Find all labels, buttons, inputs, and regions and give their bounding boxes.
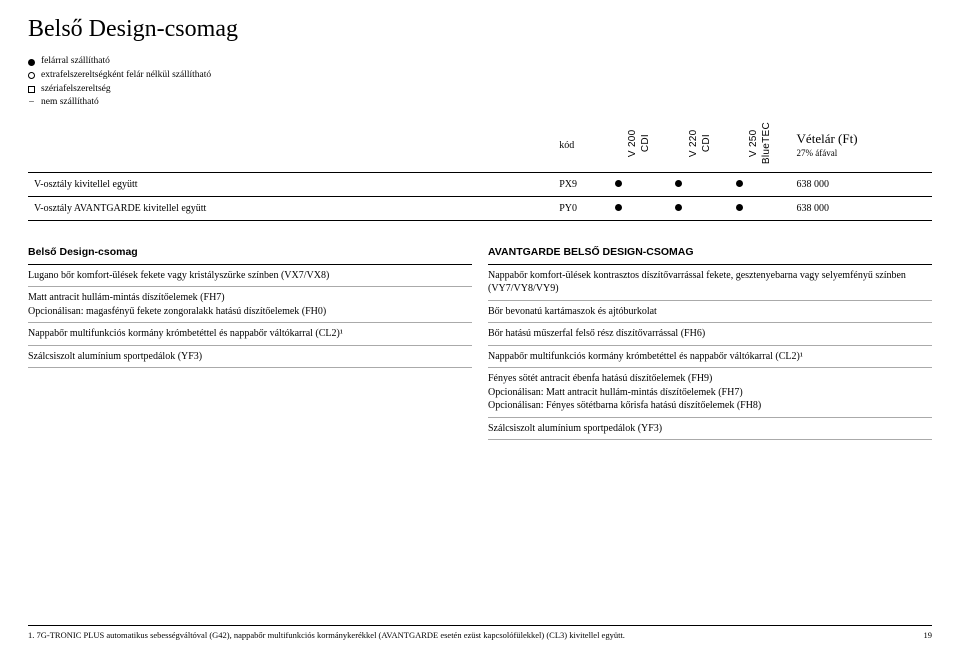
list-item: Nappabőr multifunkciós kormány krómbetét…	[28, 323, 472, 346]
legend-dot-label: felárral szállítható	[41, 55, 110, 69]
th-price: Vételár (Ft) 27% áfával	[791, 118, 932, 173]
dot-icon	[675, 180, 682, 187]
legend-dash-label: nem szállítható	[41, 96, 99, 110]
list-item: Bőr hatású műszerfal felső rész díszítőv…	[488, 323, 932, 346]
options-table: kód V 200 CDI V 220 CDI V 250 BlueTEC Vé…	[28, 118, 932, 221]
list-item: Nappabőr multifunkciós kormány krómbetét…	[488, 346, 932, 369]
dot-icon	[615, 180, 622, 187]
th-kod: kód	[553, 118, 609, 173]
dot-icon	[675, 204, 682, 211]
row-price: 638 000	[791, 197, 932, 221]
th-empty	[28, 118, 553, 173]
row-availability	[609, 197, 670, 221]
row-name: V-osztály AVANTGARDE kivitellel együtt	[28, 197, 553, 221]
row-availability	[669, 197, 730, 221]
page-title: Belső Design-csomag	[28, 14, 932, 45]
right-heading: AVANTGARDE BELSŐ DESIGN-CSOMAG	[488, 245, 932, 264]
row-availability	[609, 173, 670, 197]
footnote: 1. 7G-TRONIC PLUS automatikus sebességvá…	[28, 625, 932, 641]
table-row: V-osztály AVANTGARDE kivitellel együttPY…	[28, 197, 932, 221]
table-row: V-osztály kivitellel együttPX9 638 000	[28, 173, 932, 197]
row-availability	[730, 197, 791, 221]
dot-icon	[736, 204, 743, 211]
th-v250: V 250 BlueTEC	[730, 118, 791, 173]
legend-circle-icon	[28, 72, 35, 79]
right-package: AVANTGARDE BELSŐ DESIGN-CSOMAG Nappabőr …	[488, 245, 932, 440]
list-item: Szálcsiszolt alumínium sportpedálok (YF3…	[28, 346, 472, 369]
list-item: Nappabőr komfort-ülések kontrasztos dísz…	[488, 265, 932, 301]
row-price: 638 000	[791, 173, 932, 197]
dot-icon	[615, 204, 622, 211]
row-availability	[730, 173, 791, 197]
list-item: Fényes sötét antracit ébenfa hatású dísz…	[488, 368, 932, 418]
dot-icon	[736, 180, 743, 187]
legend-dot-icon	[28, 59, 35, 66]
row-name: V-osztály kivitellel együtt	[28, 173, 553, 197]
left-package: Belső Design-csomag Lugano bőr komfort-ü…	[28, 245, 472, 440]
row-kod: PX9	[553, 173, 609, 197]
th-v200: V 200 CDI	[609, 118, 670, 173]
row-availability	[669, 173, 730, 197]
footnote-text: 1. 7G-TRONIC PLUS automatikus sebességvá…	[28, 630, 625, 641]
page-number: 19	[924, 630, 933, 641]
list-item: Matt antracit hullám-mintás díszítőeleme…	[28, 287, 472, 323]
th-v220: V 220 CDI	[669, 118, 730, 173]
list-item: Szálcsiszolt alumínium sportpedálok (YF3…	[488, 418, 932, 441]
left-heading: Belső Design-csomag	[28, 245, 472, 264]
row-kod: PY0	[553, 197, 609, 221]
legend-square-label: szériafelszereltség	[41, 83, 111, 97]
list-item: Lugano bőr komfort-ülések fekete vagy kr…	[28, 265, 472, 288]
legend-circle-label: extrafelszereltségként felár nélkül szál…	[41, 69, 211, 83]
legend-square-icon	[28, 86, 35, 93]
list-item: Bőr bevonatú kartámaszok és ajtóburkolat	[488, 301, 932, 324]
legend-dash-icon: –	[28, 96, 35, 110]
legend: felárral szállítható extrafelszereltségk…	[28, 55, 932, 110]
